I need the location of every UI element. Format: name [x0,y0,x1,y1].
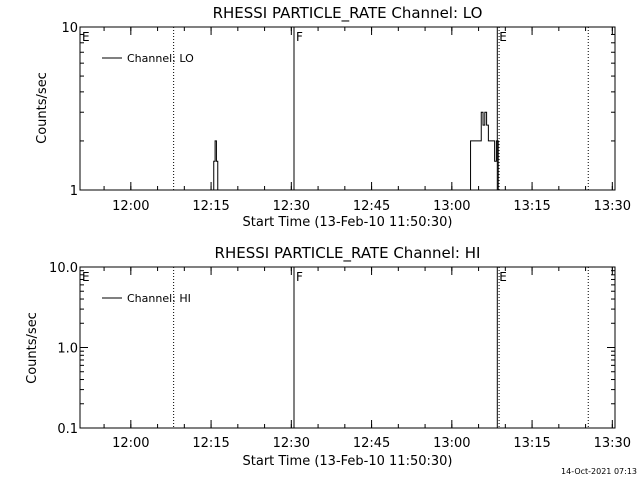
x-tick-label: 12:45 [353,436,390,451]
y-axis-label: Counts/sec [25,312,40,384]
legend-label: Channel: LO [127,52,194,65]
x-tick-label: 12:30 [273,199,310,214]
x-axis-label: Start Time (13-Feb-10 11:50:30) [243,215,453,230]
x-tick-label: 12:30 [273,436,310,451]
x-tick-label: 12:00 [112,436,149,451]
y-tick-label: 1.0 [57,342,78,357]
event-marker-label: E [499,30,507,44]
event-marker-label: F [296,270,303,284]
y-tick-label: 10 [61,21,78,36]
x-axis-label: Start Time (13-Feb-10 11:50:30) [243,454,453,469]
x-tick-label: 13:15 [513,199,550,214]
event-marker-label: E [82,30,90,44]
y-tick-label: 10.0 [49,261,78,276]
event-marker-label: F [296,30,303,44]
x-tick-label: 12:00 [112,199,149,214]
series-line [213,111,499,191]
x-tick-label: 13:15 [513,436,550,451]
y-tick-label: 0.1 [57,422,78,437]
x-tick-label: 13:30 [594,199,631,214]
y-axis-label: Counts/sec [35,72,50,144]
legend-label: Channel: HI [127,292,191,305]
chart-title: RHESSI PARTICLE_RATE Channel: LO [213,4,483,23]
chart-title: RHESSI PARTICLE_RATE Channel: HI [215,244,481,263]
x-tick-label: 13:00 [433,436,470,451]
x-tick-label: 12:45 [353,199,390,214]
x-tick-label: 13:00 [433,199,470,214]
x-tick-label: 12:15 [192,199,229,214]
x-tick-label: 12:15 [192,436,229,451]
event-marker-label: E [82,270,90,284]
footer-timestamp: 14-Oct-2021 07:13 [561,467,637,476]
x-tick-label: 13:30 [594,436,631,451]
y-tick-label: 1 [70,184,78,199]
event-marker-label: E [499,270,507,284]
